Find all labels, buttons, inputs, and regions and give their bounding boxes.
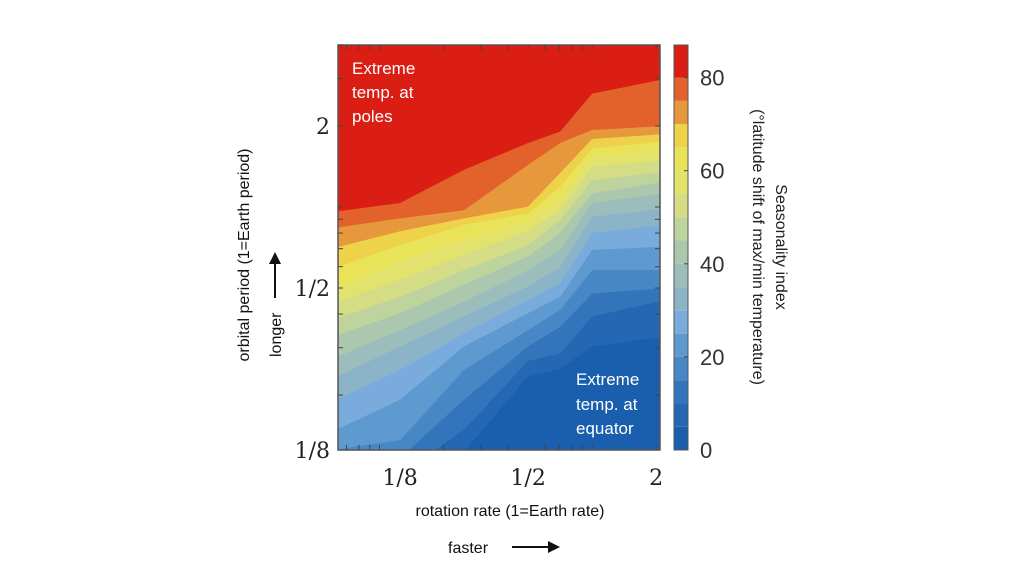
y-tick-labels: 1/8 1/2 2 [295, 115, 330, 464]
annotation-equator-line: temp. at [576, 395, 638, 414]
colorbar-segment [674, 426, 688, 450]
colorbar [674, 45, 688, 451]
x-arrow-label: faster [448, 540, 489, 557]
colorbar-tick-label: 20 [700, 345, 724, 370]
y-arrow-label: longer [268, 312, 285, 357]
colorbar-segment [674, 310, 688, 334]
colorbar-tick-label: 60 [700, 159, 724, 184]
annotation-equator-line: Extreme [576, 370, 639, 389]
annotation-poles: Extreme temp. at poles [352, 59, 415, 126]
annotation-equator-line: equator [576, 419, 634, 438]
x-tick-labels: 1/8 1/2 2 [382, 466, 663, 491]
x-tick-label: 2 [649, 466, 663, 491]
x-tick-label: 1/8 [382, 466, 417, 491]
annotation-equator: Extreme temp. at equator [576, 370, 639, 438]
colorbar-segment [674, 100, 688, 125]
plot-frame [337, 44, 661, 451]
colorbar-segment [674, 263, 688, 288]
x-axis-label: rotation rate (1=Earth rate) [416, 503, 605, 520]
colorbar-segment [674, 147, 688, 171]
colorbar-tick-labels: 0 20 40 60 80 [700, 66, 724, 463]
colorbar-segment [674, 240, 688, 264]
colorbar-segment [674, 170, 688, 194]
annotation-poles-line: temp. at [352, 83, 414, 102]
x-tick-label: 1/2 [510, 466, 545, 491]
annotation-poles-line: Extreme [352, 59, 415, 78]
colorbar-segment [674, 287, 688, 311]
colorbar-tick-label: 40 [700, 252, 724, 277]
colorbar-tick-label: 80 [700, 66, 724, 91]
annotation-poles-line: poles [352, 107, 393, 126]
colorbar-frame [673, 44, 689, 451]
colorbar-segment [674, 356, 688, 381]
y-axis-label: orbital period (1=Earth period) [236, 148, 253, 361]
colorbar-sublabel: (°latitude shift of max/min temperature) [749, 109, 766, 385]
up-arrow-icon [269, 252, 281, 298]
y-tick-label: 1/2 [295, 277, 330, 302]
colorbar-segment [674, 193, 688, 218]
contour-bands [338, 45, 660, 450]
colorbar-segment [674, 380, 688, 404]
colorbar-segment [674, 333, 688, 357]
colorbar-segment [674, 45, 688, 78]
right-arrow-icon [512, 541, 560, 553]
axis-ticks [338, 44, 660, 450]
contour-band [338, 45, 660, 212]
colorbar-segment [674, 77, 688, 101]
colorbar-segment [674, 217, 688, 241]
y-tick-label: 2 [316, 115, 330, 140]
colorbar-segment [674, 124, 688, 148]
colorbar-tick-label: 0 [700, 438, 712, 463]
y-tick-label: 1/8 [295, 439, 330, 464]
colorbar-label: Seasonality index [772, 184, 789, 309]
colorbar-segment [674, 403, 688, 427]
